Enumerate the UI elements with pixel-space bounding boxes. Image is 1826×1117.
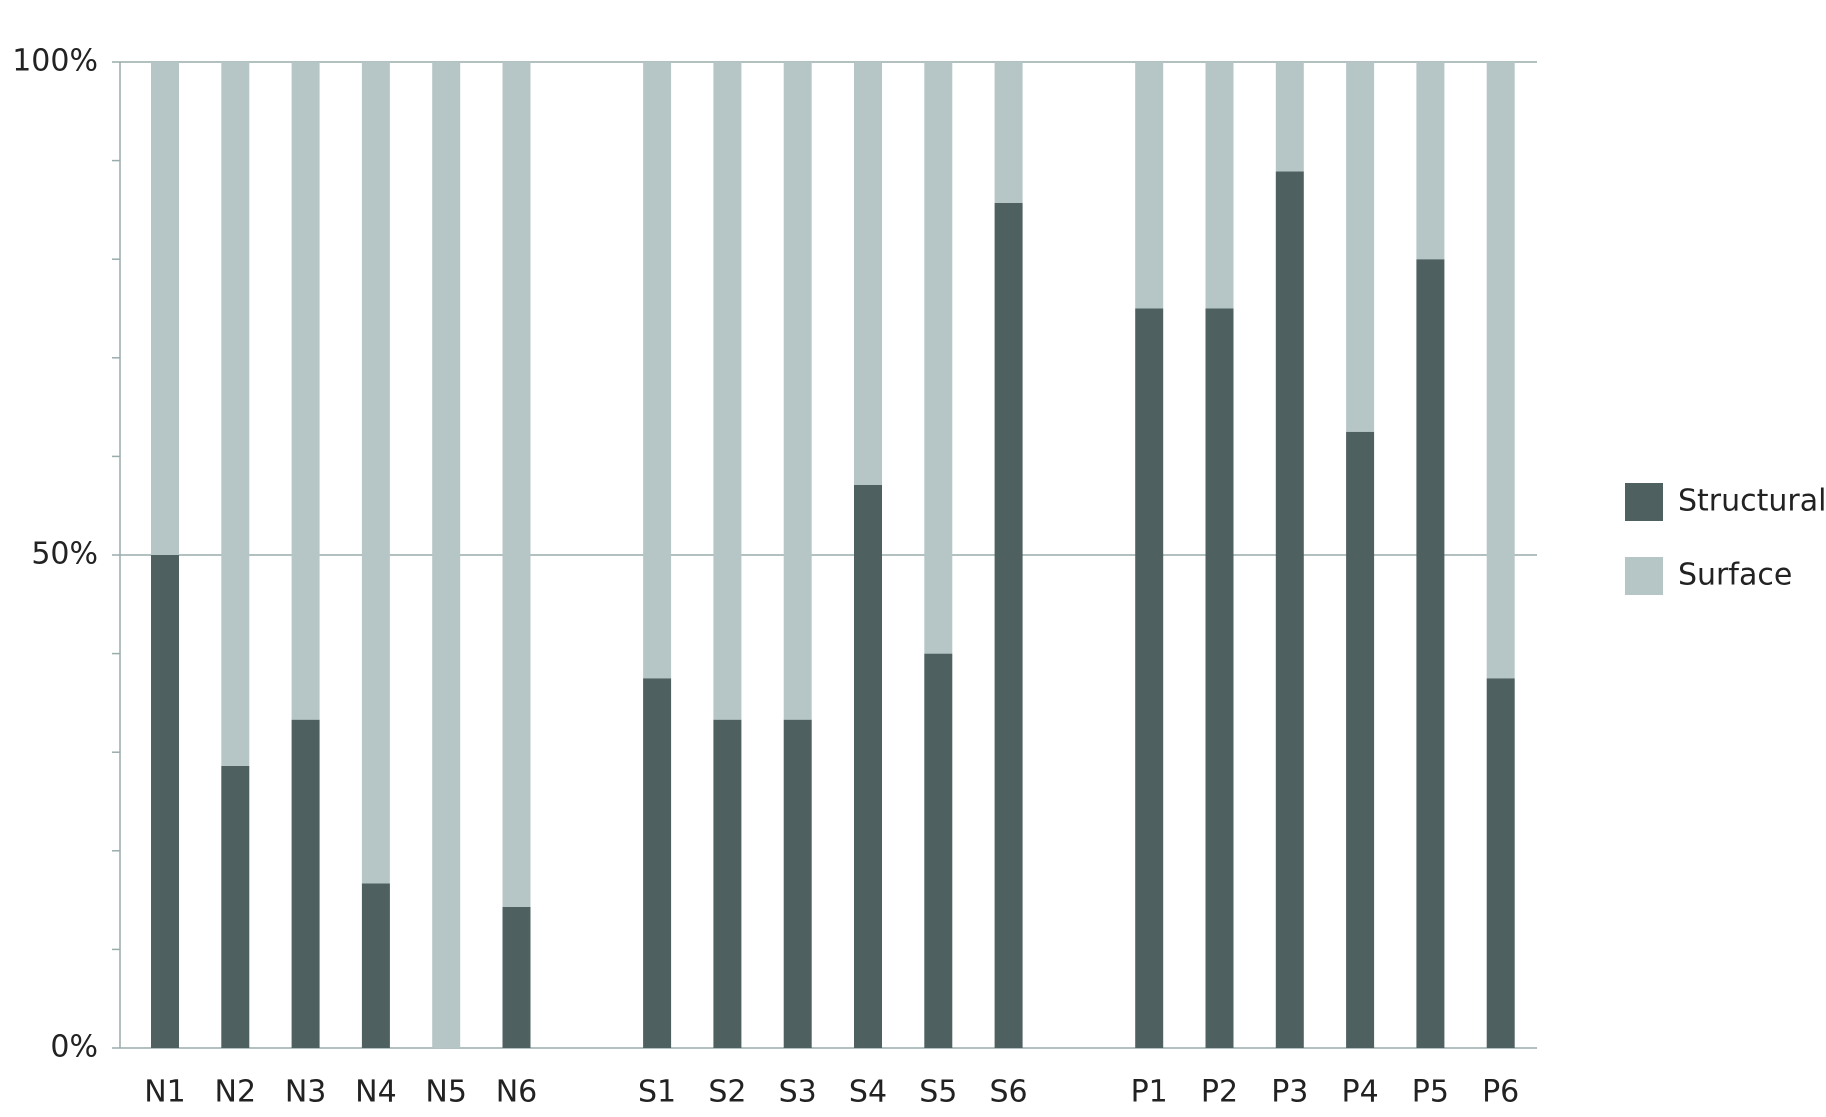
bar-segment [1346, 62, 1375, 432]
bar-segment [1135, 308, 1164, 1048]
bar-segment [151, 555, 179, 1048]
bar-segment [713, 62, 742, 720]
bar-segment [502, 907, 531, 1048]
bar-segment [1275, 62, 1304, 172]
x-tick-label: N1 [144, 1075, 186, 1110]
x-tick-label: P6 [1482, 1075, 1519, 1110]
x-tick-label: P3 [1271, 1075, 1308, 1110]
legend-label: Structural [1678, 484, 1826, 519]
y-tick-label: 50% [31, 537, 98, 572]
bar-segment [1275, 171, 1304, 1049]
bar-segment [783, 62, 812, 720]
x-tick-label: P4 [1342, 1075, 1379, 1110]
x-tick-label: N5 [425, 1075, 467, 1110]
x-tick-label: N3 [285, 1075, 327, 1110]
y-tick-label: 0% [50, 1030, 98, 1065]
bar-segment [291, 62, 320, 720]
bar-segment [643, 678, 672, 1048]
bar-segment [1346, 431, 1375, 1048]
bar-segment [432, 62, 461, 1048]
bar-segment [1486, 678, 1515, 1048]
bar-segment [783, 719, 812, 1048]
x-tick-label: N2 [215, 1075, 257, 1110]
bar-segment [221, 766, 250, 1048]
x-tick-label: P1 [1131, 1075, 1168, 1110]
y-tick-label: 100% [12, 44, 98, 79]
bar-segment [854, 62, 882, 485]
bar-segment [1416, 259, 1445, 1048]
bar-segment [1205, 308, 1234, 1048]
bar-segment [221, 62, 250, 767]
x-tick-label: S1 [638, 1075, 676, 1110]
x-tick-label: S2 [708, 1075, 746, 1110]
x-tick-label: N4 [355, 1075, 397, 1110]
legend-label: Surface [1678, 558, 1792, 593]
x-tick-label: S5 [919, 1075, 957, 1110]
x-tick-label: S3 [779, 1075, 817, 1110]
bar-segment [291, 719, 320, 1048]
x-tick-label: N6 [496, 1075, 538, 1110]
bar-segment [713, 719, 742, 1048]
bar-segment [924, 62, 953, 654]
x-tick-label: P2 [1201, 1075, 1238, 1110]
bar-segment [361, 883, 390, 1048]
bar-segment [1486, 62, 1515, 679]
bar-segment [854, 484, 882, 1048]
bar-segment [994, 202, 1023, 1049]
bar-segment [994, 62, 1023, 203]
bar-segment [643, 62, 672, 679]
bar-segment [1205, 62, 1234, 309]
bar-segment [924, 653, 953, 1048]
legend-swatch [1625, 557, 1663, 595]
legend-swatch [1625, 483, 1663, 521]
bar-segment [151, 62, 179, 555]
x-tick-label: P5 [1412, 1075, 1449, 1110]
bar-segment [1416, 62, 1445, 260]
x-tick-label: S6 [990, 1075, 1028, 1110]
bar-segment [361, 62, 390, 884]
bar-segment [1135, 62, 1164, 309]
x-tick-label: S4 [849, 1075, 887, 1110]
bar-segment [502, 62, 531, 908]
